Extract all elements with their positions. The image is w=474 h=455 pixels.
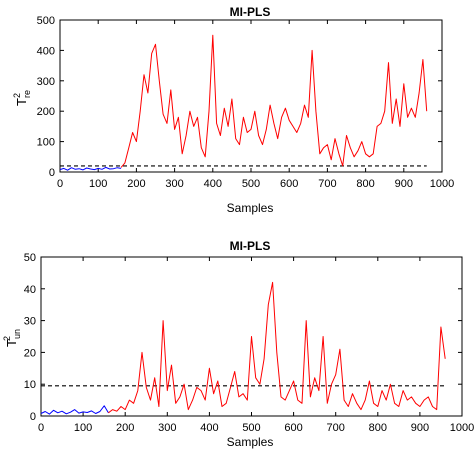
y-axis-label-top: Tre2 bbox=[12, 90, 32, 106]
x-tick-label: 800 bbox=[369, 422, 387, 434]
plot-area-top bbox=[59, 19, 443, 173]
x-tick-label: 800 bbox=[356, 178, 374, 190]
y-tick-label: 200 bbox=[37, 106, 55, 118]
x-tick-label: 600 bbox=[280, 178, 298, 190]
series-line-fault bbox=[108, 281, 446, 414]
y-tick-label: 400 bbox=[37, 45, 55, 57]
y-tick-label: 30 bbox=[24, 316, 36, 328]
x-axis-label-top: Samples bbox=[227, 201, 274, 215]
x-tick-label: 600 bbox=[284, 422, 302, 434]
y-axis-label-top-sup: 2 bbox=[12, 93, 22, 98]
x-tick-label: 0 bbox=[57, 178, 63, 190]
x-tick-label: 400 bbox=[200, 422, 218, 434]
y-tick-label: 0 bbox=[30, 411, 36, 423]
x-tick-label: 900 bbox=[411, 422, 429, 434]
chart-panel-top: MI-PLS Samples Tre2 0 100 200 300 400 500 600 7… bbox=[12, 5, 454, 215]
x-tick-label: 300 bbox=[165, 178, 183, 190]
y-axis-label-top-base: T bbox=[14, 98, 29, 106]
x-tick-label: 700 bbox=[318, 178, 336, 190]
series-line-fault bbox=[120, 34, 428, 168]
x-tick-label: 900 bbox=[395, 178, 413, 190]
x-tick-label: 100 bbox=[74, 422, 92, 434]
y-tick-label: 500 bbox=[37, 15, 55, 27]
x-tick-label: 0 bbox=[38, 422, 44, 434]
x-tick-label: 100 bbox=[89, 178, 107, 190]
x-axis-label-bottom: Samples bbox=[227, 435, 274, 449]
chart-title-top: MI-PLS bbox=[230, 5, 271, 19]
y-axis-label-bottom-base: T bbox=[4, 339, 19, 347]
x-tick-label: 1000 bbox=[450, 422, 474, 434]
y-tick-label: 50 bbox=[24, 252, 36, 264]
y-axis-label-bottom-sub: un bbox=[12, 329, 22, 339]
chart-title-bottom: MI-PLS bbox=[230, 239, 271, 253]
x-tick-label: 700 bbox=[327, 422, 345, 434]
y-tick-label: 100 bbox=[37, 137, 55, 149]
chart-panel-bottom: MI-PLS Samples Tun2 0 100 200 300 400 500 600 7… bbox=[2, 239, 474, 449]
x-tick-label: 300 bbox=[158, 422, 176, 434]
x-tick-label: 200 bbox=[116, 422, 134, 434]
y-axis-label-top-sub: re bbox=[22, 90, 32, 98]
y-tick-label: 10 bbox=[24, 379, 36, 391]
y-tick-label: 20 bbox=[24, 347, 36, 359]
series-line-normal bbox=[59, 166, 122, 171]
y-axis-label-bottom: Tun2 bbox=[2, 329, 22, 347]
x-tick-label: 1000 bbox=[430, 178, 454, 190]
x-tick-label: 500 bbox=[242, 178, 260, 190]
x-tick-label: 400 bbox=[204, 178, 222, 190]
series-line-normal bbox=[40, 405, 109, 415]
x-tick-label: 200 bbox=[127, 178, 145, 190]
y-tick-label: 0 bbox=[49, 167, 55, 179]
x-tick-label: 500 bbox=[242, 422, 260, 434]
y-tick-label: 40 bbox=[24, 284, 36, 296]
y-tick-label: 300 bbox=[37, 76, 55, 88]
y-axis-label-bottom-sup: 2 bbox=[2, 336, 12, 341]
